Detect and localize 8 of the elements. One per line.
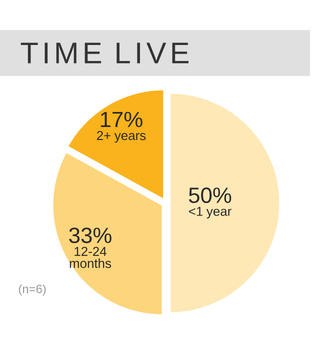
slice-label: 12-24 months xyxy=(70,246,112,268)
text: (n=6) xyxy=(18,284,46,296)
slice-label: 2+ years xyxy=(96,130,146,143)
data-label: 33% xyxy=(69,228,112,244)
chart-title: TIME LIVE xyxy=(20,42,189,64)
data-label: 17% xyxy=(100,112,142,128)
data-label: 50% xyxy=(188,188,232,204)
slice-label: <1 year xyxy=(189,206,232,218)
